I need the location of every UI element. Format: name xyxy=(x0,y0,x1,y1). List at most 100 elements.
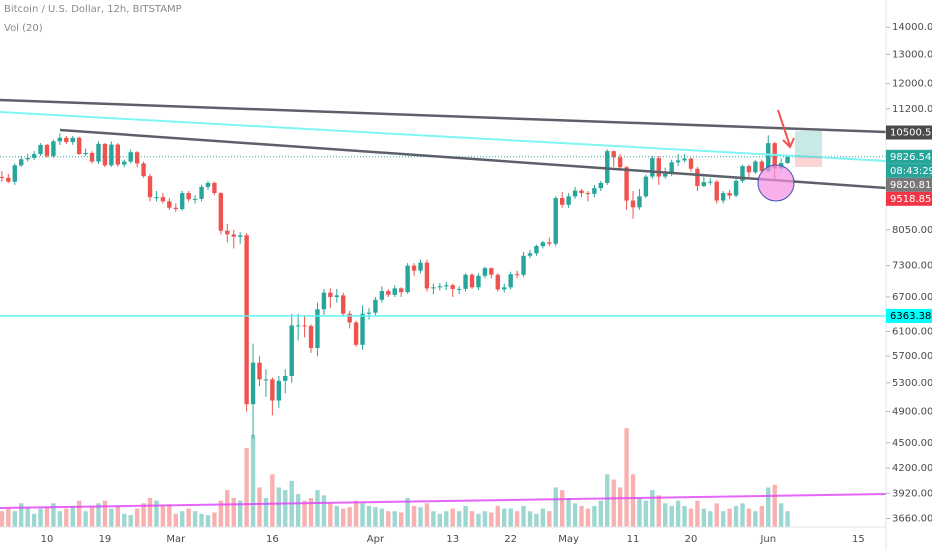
volume-bar xyxy=(353,500,359,527)
candle-body xyxy=(295,325,301,327)
volume-bar xyxy=(527,511,533,527)
volume-bar xyxy=(102,500,108,527)
candle-body xyxy=(411,265,417,271)
volume-bar xyxy=(347,507,352,527)
volume-bar xyxy=(44,507,50,527)
volume-bar xyxy=(283,490,288,527)
x-tick-label: Mar xyxy=(166,534,186,545)
volume-bar xyxy=(669,505,674,527)
candle-body xyxy=(141,163,146,177)
candle-body xyxy=(605,151,610,183)
candle-body xyxy=(740,166,745,181)
candle-body xyxy=(759,161,765,172)
volume-bar xyxy=(308,498,314,527)
volume-bar xyxy=(733,505,739,527)
candle-layer xyxy=(0,133,886,439)
volume-bar xyxy=(19,503,24,527)
candle-body xyxy=(643,176,649,197)
candle-body xyxy=(746,166,752,173)
volume-bar xyxy=(180,511,185,527)
candle-body xyxy=(437,286,443,288)
volume-bar xyxy=(424,503,430,527)
candle-body xyxy=(527,253,533,256)
candle-body xyxy=(663,173,668,177)
candle-body xyxy=(476,275,481,288)
chart-title: Bitcoin / U.S. Dollar, 12h, BITSTAMP xyxy=(4,4,182,15)
volume-bar xyxy=(6,508,11,527)
candle-body xyxy=(463,274,468,289)
volume-bar xyxy=(51,503,56,527)
volume-bar xyxy=(12,511,17,527)
volume-bar xyxy=(89,507,95,527)
candle-body xyxy=(38,144,43,155)
volume-bar xyxy=(605,474,610,527)
volume-bar xyxy=(411,505,417,527)
price-tag xyxy=(886,191,932,206)
candle-body xyxy=(534,246,539,254)
volume-bar xyxy=(109,508,114,527)
volume-bar xyxy=(64,508,69,527)
price-tag-label: 9826.54 xyxy=(890,152,931,163)
candle-body xyxy=(173,207,178,210)
candle-body xyxy=(624,167,629,201)
countdown-tag xyxy=(886,163,932,178)
candle-body xyxy=(688,158,694,169)
volume-bar xyxy=(386,511,391,527)
x-tick-label: 10 xyxy=(41,534,54,545)
candle-body xyxy=(57,137,63,142)
candle-body xyxy=(398,288,404,293)
candle-body xyxy=(386,291,391,295)
candle-body xyxy=(321,292,327,310)
candle-body xyxy=(70,137,75,143)
candle-body xyxy=(753,161,758,173)
candle-body xyxy=(708,181,713,183)
candle-body xyxy=(64,137,69,143)
volume-bar xyxy=(321,495,327,527)
volume-bar xyxy=(302,500,307,527)
candle-body xyxy=(431,287,436,289)
volume-bar xyxy=(766,487,771,527)
candle-body xyxy=(495,274,500,290)
candle-body xyxy=(147,176,153,198)
volume-bar xyxy=(785,511,790,527)
price-tag-label: 9820.81 xyxy=(890,180,931,191)
x-tick-label: Apr xyxy=(367,534,385,545)
volume-bar xyxy=(630,474,636,527)
candle-body xyxy=(502,287,507,290)
volume-bar xyxy=(482,511,488,527)
y-tick-label: 6700.00 xyxy=(892,292,932,303)
y-tick-label: 5700.00 xyxy=(892,351,932,362)
y-tick-label: 13000.00 xyxy=(892,49,932,60)
candle-body xyxy=(695,168,700,187)
volume-bar xyxy=(553,487,558,527)
candle-body xyxy=(276,380,282,401)
x-tick-label: 19 xyxy=(99,534,112,545)
candle-body xyxy=(12,165,17,182)
candle-body xyxy=(192,198,198,200)
candle-body xyxy=(611,151,616,158)
volume-bar xyxy=(695,500,700,527)
volume-bar xyxy=(418,507,423,527)
candle-body xyxy=(547,242,552,244)
volume-bar xyxy=(192,511,198,527)
candle-body xyxy=(270,379,275,401)
candle-body xyxy=(96,143,101,162)
candle-body xyxy=(302,325,307,327)
candle-body xyxy=(109,144,114,166)
candle-body xyxy=(733,180,739,196)
candle-body xyxy=(218,193,224,231)
candle-body xyxy=(212,182,217,194)
volume-bar xyxy=(392,511,397,527)
candle-body xyxy=(0,176,5,178)
volume-bar xyxy=(270,474,275,527)
candle-body xyxy=(650,158,655,177)
candle-body xyxy=(231,234,236,237)
volume-bar xyxy=(431,511,436,527)
price-tag xyxy=(886,149,932,164)
price-tag-label: 10500.50 xyxy=(890,128,932,139)
trend-line xyxy=(0,111,887,162)
volume-bar xyxy=(250,434,256,527)
volume-bar xyxy=(720,511,726,527)
candle-body xyxy=(572,190,578,197)
candle-body xyxy=(244,235,249,405)
